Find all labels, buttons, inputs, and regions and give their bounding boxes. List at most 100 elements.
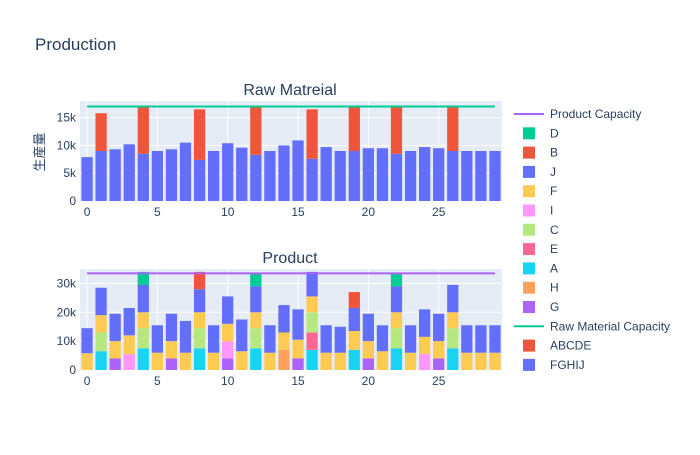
product-bar-J-24[interactable]	[419, 309, 431, 337]
product-bar-J-6[interactable]	[165, 313, 178, 342]
product-bar-J-15[interactable]	[292, 309, 304, 340]
product-bar-F-12[interactable]	[250, 312, 262, 329]
legend-item-g[interactable]: G	[523, 300, 559, 314]
product-bar-D-12[interactable]	[250, 273, 262, 287]
raw-bar-FGHIJ-2[interactable]	[109, 149, 121, 201]
raw-bar-ABCDE-1[interactable]	[95, 113, 107, 151]
legend-item-a[interactable]: A	[523, 261, 558, 275]
raw-bar-FGHIJ-1[interactable]	[95, 151, 107, 201]
product-bar-J-12[interactable]	[250, 286, 262, 313]
legend-item-e[interactable]: E	[523, 242, 558, 256]
product-bar-J-22[interactable]	[390, 286, 403, 313]
product-bar-F-20[interactable]	[362, 341, 374, 359]
product-bar-J-5[interactable]	[151, 325, 163, 353]
raw-bar-FGHIJ-6[interactable]	[165, 149, 178, 201]
product-bar-B-8[interactable]	[193, 271, 206, 290]
product-bar-E-16[interactable]	[306, 332, 318, 350]
raw-bar-FGHIJ-25[interactable]	[433, 148, 445, 201]
product-bar-J-9[interactable]	[208, 325, 220, 353]
product-bar-C-22[interactable]	[390, 328, 403, 349]
product-bar-J-0[interactable]	[81, 328, 93, 354]
product-bar-F-26[interactable]	[447, 312, 459, 329]
product-bar-F-11[interactable]	[236, 351, 248, 370]
product-bar-J-21[interactable]	[376, 325, 389, 352]
product-bar-F-23[interactable]	[404, 352, 417, 370]
product-bar-A-22[interactable]	[390, 348, 403, 370]
raw-bar-FGHIJ-29[interactable]	[489, 151, 501, 201]
product-bar-G-6[interactable]	[165, 358, 178, 370]
product-bar-G-10[interactable]	[222, 358, 234, 370]
product-bar-D-4[interactable]	[137, 271, 149, 285]
product-bar-G-15[interactable]	[292, 358, 304, 370]
raw-bar-FGHIJ-28[interactable]	[475, 151, 487, 201]
legend-item-j[interactable]: J	[523, 165, 556, 179]
raw-bar-FGHIJ-10[interactable]	[222, 143, 234, 201]
raw-bar-ABCDE-22[interactable]	[390, 106, 403, 154]
product-bar-J-17[interactable]	[320, 325, 332, 353]
product-bar-F-4[interactable]	[137, 312, 149, 329]
product-bar-A-8[interactable]	[193, 348, 206, 370]
product-bar-F-25[interactable]	[433, 341, 445, 359]
product-bar-J-11[interactable]	[236, 319, 248, 352]
product-bar-F-29[interactable]	[489, 352, 501, 370]
product-bar-J-29[interactable]	[489, 325, 501, 353]
raw-bar-ABCDE-16[interactable]	[306, 109, 318, 159]
product-bar-C-26[interactable]	[447, 328, 459, 349]
raw-bar-FGHIJ-22[interactable]	[390, 153, 403, 201]
raw-bar-ABCDE-8[interactable]	[193, 109, 206, 160]
raw-bar-FGHIJ-17[interactable]	[320, 147, 332, 201]
raw-bar-FGHIJ-3[interactable]	[123, 144, 135, 201]
product-bar-G-25[interactable]	[433, 358, 445, 370]
raw-bar-FGHIJ-14[interactable]	[278, 145, 290, 201]
product-bar-F-27[interactable]	[461, 352, 473, 370]
product-bar-F-14[interactable]	[278, 332, 290, 350]
raw-bar-ABCDE-19[interactable]	[348, 106, 360, 151]
product-bar-C-12[interactable]	[250, 328, 262, 349]
raw-bar-FGHIJ-19[interactable]	[348, 151, 360, 201]
product-bar-I-10[interactable]	[222, 341, 234, 359]
product-bar-J-14[interactable]	[278, 305, 290, 333]
product-bar-A-1[interactable]	[95, 351, 107, 370]
raw-bar-FGHIJ-5[interactable]	[151, 151, 163, 201]
product-bar-F-6[interactable]	[165, 341, 178, 359]
product-bar-F-16[interactable]	[306, 296, 318, 313]
legend-item-raw-material-capacity[interactable]: Raw Material Capacity	[514, 319, 670, 333]
product-bar-F-10[interactable]	[222, 323, 234, 342]
product-bar-G-20[interactable]	[362, 358, 374, 370]
product-bar-F-22[interactable]	[390, 312, 403, 329]
product-bar-A-16[interactable]	[306, 349, 318, 370]
product-bar-F-9[interactable]	[208, 352, 220, 370]
raw-bar-FGHIJ-27[interactable]	[461, 151, 473, 201]
product-bar-H-14[interactable]	[278, 349, 290, 370]
raw-bar-FGHIJ-0[interactable]	[81, 157, 93, 201]
product-bar-F-0[interactable]	[81, 353, 93, 370]
legend-item-f[interactable]: F	[523, 184, 557, 198]
product-bar-J-4[interactable]	[137, 284, 149, 313]
legend-item-i[interactable]: I	[523, 204, 553, 218]
product-bar-F-1[interactable]	[95, 315, 107, 333]
product-bar-A-12[interactable]	[250, 348, 262, 370]
product-bar-J-18[interactable]	[334, 326, 346, 353]
raw-bar-FGHIJ-13[interactable]	[264, 151, 276, 201]
product-bar-F-7[interactable]	[179, 352, 192, 370]
raw-bar-FGHIJ-8[interactable]	[193, 159, 206, 201]
product-bar-G-2[interactable]	[109, 358, 121, 370]
product-bar-I-24[interactable]	[419, 354, 431, 370]
product-bar-A-26[interactable]	[447, 348, 459, 370]
raw-bar-FGHIJ-11[interactable]	[236, 147, 248, 201]
product-bar-B-19[interactable]	[348, 292, 360, 308]
product-bar-F-28[interactable]	[475, 352, 487, 370]
raw-bar-ABCDE-26[interactable]	[447, 106, 459, 151]
product-bar-J-19[interactable]	[348, 307, 360, 332]
legend-item-abcde[interactable]: ABCDE	[523, 339, 591, 353]
raw-bar-FGHIJ-4[interactable]	[137, 153, 149, 201]
raw-bar-FGHIJ-18[interactable]	[334, 151, 346, 201]
product-bar-I-3[interactable]	[123, 354, 135, 370]
raw-bar-FGHIJ-12[interactable]	[250, 154, 262, 201]
raw-bar-FGHIJ-16[interactable]	[306, 158, 318, 201]
raw-bar-FGHIJ-7[interactable]	[179, 142, 192, 201]
product-bar-F-18[interactable]	[334, 352, 346, 370]
product-bar-F-24[interactable]	[419, 336, 431, 355]
product-bar-J-28[interactable]	[475, 325, 487, 353]
